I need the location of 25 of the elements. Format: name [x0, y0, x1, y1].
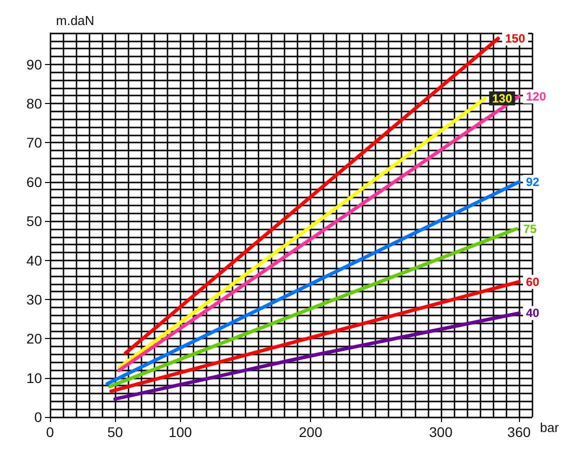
- series-label: 92: [526, 174, 540, 189]
- series-label: 130: [492, 91, 512, 106]
- x-tick-label: 300: [429, 424, 453, 440]
- x-tick-label: 100: [168, 424, 192, 440]
- x-tick-label: 360: [507, 424, 531, 440]
- y-tick-label: 30: [26, 291, 42, 308]
- x-axis-title: bar: [540, 420, 560, 435]
- y-tick-label: 80: [26, 96, 42, 112]
- series-label: 75: [523, 222, 538, 236]
- series-label: 40: [526, 306, 540, 320]
- y-tick-label: 10: [26, 370, 42, 386]
- y-tick-label: 90: [26, 56, 42, 72]
- y-tick-label: 60: [26, 174, 42, 190]
- y-tick-label: 70: [26, 134, 42, 151]
- y-tick-label: 40: [26, 252, 42, 268]
- series-label: 120: [526, 89, 546, 104]
- series-label: 150: [505, 31, 526, 46]
- series-label: 60: [526, 274, 540, 289]
- y-tick-label: 0: [34, 409, 42, 425]
- x-tick-label: 50: [107, 424, 124, 440]
- x-tick-label: 200: [298, 424, 322, 440]
- x-tick-label: 0: [46, 424, 54, 440]
- y-axis-title: m.daN: [56, 13, 94, 28]
- y-tick-label: 20: [26, 330, 42, 347]
- y-tick-label: 50: [26, 213, 42, 230]
